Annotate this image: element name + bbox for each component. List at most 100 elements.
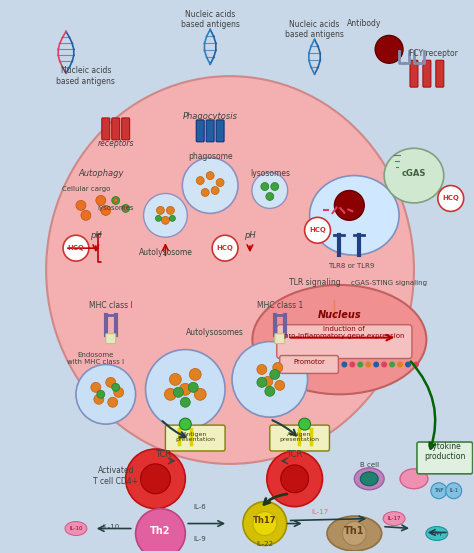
Circle shape: [275, 380, 285, 390]
Text: lysosomes: lysosomes: [250, 169, 290, 178]
Circle shape: [271, 182, 279, 190]
Text: Autolysosome: Autolysosome: [138, 248, 192, 257]
Circle shape: [211, 186, 219, 195]
Text: IFNγ: IFNγ: [431, 531, 443, 536]
Circle shape: [375, 35, 403, 63]
Ellipse shape: [426, 526, 448, 540]
Circle shape: [97, 390, 105, 398]
Circle shape: [144, 194, 187, 237]
Ellipse shape: [354, 468, 384, 490]
FancyBboxPatch shape: [277, 325, 412, 358]
Text: Nucleic acids
based antigens: Nucleic acids based antigens: [56, 66, 115, 86]
Text: HCQ: HCQ: [309, 227, 326, 233]
Text: TNF: TNF: [434, 488, 444, 493]
Circle shape: [189, 368, 201, 380]
Ellipse shape: [327, 516, 382, 551]
Circle shape: [112, 196, 120, 205]
FancyBboxPatch shape: [423, 60, 431, 87]
Text: IL-1: IL-1: [449, 488, 458, 493]
Circle shape: [63, 235, 89, 261]
FancyBboxPatch shape: [275, 333, 285, 343]
FancyBboxPatch shape: [417, 442, 473, 474]
Circle shape: [108, 397, 118, 407]
Circle shape: [112, 383, 120, 392]
Ellipse shape: [310, 176, 399, 255]
Text: Autophagy: Autophagy: [78, 169, 124, 178]
Circle shape: [76, 364, 136, 424]
Text: Antigen
presentation: Antigen presentation: [280, 432, 319, 442]
Text: IL-17: IL-17: [311, 509, 328, 515]
Circle shape: [266, 192, 274, 200]
Circle shape: [265, 387, 275, 397]
Text: Cytokine
production: Cytokine production: [424, 441, 465, 461]
Circle shape: [446, 483, 462, 499]
FancyBboxPatch shape: [102, 118, 110, 140]
Circle shape: [188, 382, 198, 392]
Circle shape: [182, 158, 238, 213]
Circle shape: [180, 397, 190, 407]
Text: Nucleic acids
based antigens: Nucleic acids based antigens: [181, 10, 239, 29]
Text: Autolysosomes: Autolysosomes: [186, 328, 244, 337]
Circle shape: [201, 189, 209, 196]
Circle shape: [261, 182, 269, 190]
Text: Antigen
presentation: Antigen presentation: [175, 432, 215, 442]
Circle shape: [156, 206, 164, 215]
Circle shape: [94, 394, 104, 404]
Circle shape: [96, 195, 106, 205]
Text: Activated
T cell CD4+: Activated T cell CD4+: [93, 466, 138, 486]
FancyBboxPatch shape: [165, 425, 225, 451]
Circle shape: [413, 362, 419, 367]
Text: FCY receptor: FCY receptor: [410, 49, 458, 58]
Circle shape: [305, 217, 330, 243]
Ellipse shape: [65, 521, 87, 535]
Text: Cellular cargo: Cellular cargo: [62, 185, 110, 191]
Circle shape: [91, 382, 101, 392]
Ellipse shape: [46, 76, 414, 464]
Text: HCQ: HCQ: [67, 245, 84, 251]
Text: HCQ: HCQ: [442, 195, 459, 201]
Circle shape: [114, 387, 124, 397]
Text: cGAS-STING signaling: cGAS-STING signaling: [351, 280, 427, 286]
Circle shape: [438, 186, 464, 211]
Text: IL-10: IL-10: [102, 524, 119, 530]
Circle shape: [252, 173, 288, 208]
Text: HCQ: HCQ: [217, 245, 234, 251]
Ellipse shape: [400, 469, 428, 489]
FancyBboxPatch shape: [112, 118, 120, 140]
Circle shape: [196, 176, 204, 185]
Circle shape: [281, 465, 309, 493]
Circle shape: [173, 387, 183, 397]
Circle shape: [365, 362, 371, 367]
Circle shape: [216, 179, 224, 186]
Circle shape: [342, 521, 366, 545]
FancyBboxPatch shape: [122, 118, 129, 140]
Text: TLR8 or TLR9: TLR8 or TLR9: [328, 263, 374, 269]
Circle shape: [146, 349, 225, 429]
Circle shape: [273, 363, 283, 372]
Text: TCR: TCR: [287, 450, 303, 459]
Ellipse shape: [360, 472, 378, 486]
Circle shape: [101, 205, 111, 215]
Text: Promotor: Promotor: [293, 359, 326, 366]
FancyBboxPatch shape: [106, 333, 116, 343]
Circle shape: [166, 206, 174, 215]
Circle shape: [341, 362, 347, 367]
Text: B cell: B cell: [360, 462, 379, 468]
Text: Th2: Th2: [150, 525, 171, 535]
Circle shape: [267, 451, 322, 507]
Ellipse shape: [253, 285, 427, 394]
Circle shape: [155, 215, 162, 221]
Circle shape: [263, 377, 273, 387]
Circle shape: [169, 215, 175, 221]
Text: Th17: Th17: [253, 516, 277, 525]
Circle shape: [126, 449, 185, 509]
Circle shape: [114, 199, 118, 202]
Circle shape: [373, 362, 379, 367]
Text: pH: pH: [90, 231, 101, 240]
Circle shape: [357, 362, 363, 367]
Circle shape: [243, 502, 287, 545]
Circle shape: [81, 210, 91, 220]
Circle shape: [206, 171, 214, 180]
Text: receptors: receptors: [98, 139, 134, 148]
Circle shape: [141, 464, 170, 494]
